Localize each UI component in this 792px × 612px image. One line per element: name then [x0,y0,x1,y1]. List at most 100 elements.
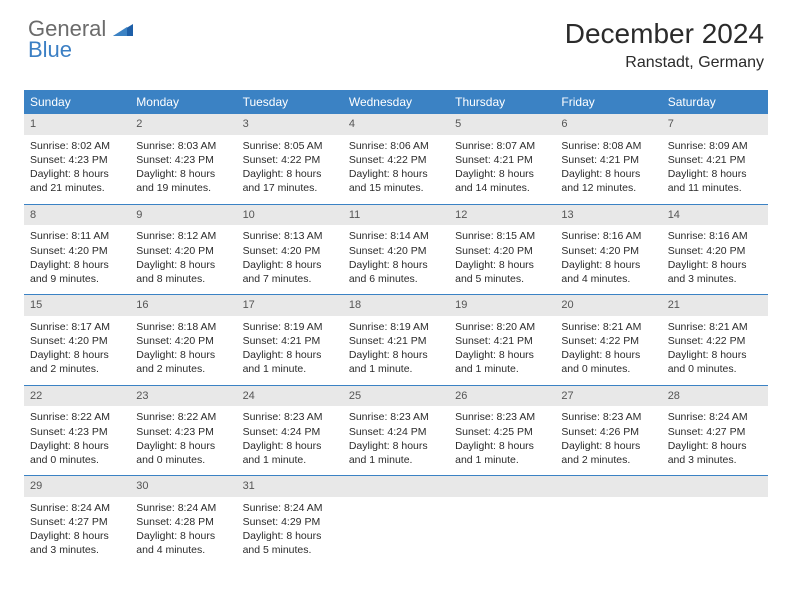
day-number: 19 [449,295,555,316]
day-number: 24 [237,386,343,407]
daylight-text: Daylight: 8 hours and 12 minutes. [561,167,655,195]
daylight-text: Daylight: 8 hours and 1 minute. [455,439,549,467]
sunset-text: Sunset: 4:21 PM [561,153,655,167]
sunrise-text: Sunrise: 8:22 AM [136,410,230,424]
day-number: 11 [343,205,449,226]
sunset-text: Sunset: 4:20 PM [30,244,124,258]
sunset-text: Sunset: 4:23 PM [30,425,124,439]
sunrise-text: Sunrise: 8:20 AM [455,320,549,334]
sunset-text: Sunset: 4:22 PM [561,334,655,348]
day-body: Sunrise: 8:11 AMSunset: 4:20 PMDaylight:… [24,225,130,294]
day-body: Sunrise: 8:19 AMSunset: 4:21 PMDaylight:… [237,316,343,385]
logo: General Blue [28,18,133,61]
sunrise-text: Sunrise: 8:13 AM [243,229,337,243]
calendar-day-cell: 8Sunrise: 8:11 AMSunset: 4:20 PMDaylight… [24,204,130,295]
sunrise-text: Sunrise: 8:24 AM [668,410,762,424]
sunset-text: Sunset: 4:21 PM [243,334,337,348]
daylight-text: Daylight: 8 hours and 5 minutes. [455,258,549,286]
calendar-day-cell: 5Sunrise: 8:07 AMSunset: 4:21 PMDaylight… [449,114,555,204]
calendar-day-cell: 10Sunrise: 8:13 AMSunset: 4:20 PMDayligh… [237,204,343,295]
day-body: Sunrise: 8:12 AMSunset: 4:20 PMDaylight:… [130,225,236,294]
sunset-text: Sunset: 4:29 PM [243,515,337,529]
daylight-text: Daylight: 8 hours and 15 minutes. [349,167,443,195]
weekday-header: Sunday [24,90,130,114]
day-body: Sunrise: 8:22 AMSunset: 4:23 PMDaylight:… [130,406,236,475]
calendar-day-cell: 29Sunrise: 8:24 AMSunset: 4:27 PMDayligh… [24,476,130,566]
title-month: December 2024 [565,18,764,50]
day-number: 13 [555,205,661,226]
sunset-text: Sunset: 4:20 PM [243,244,337,258]
sunrise-text: Sunrise: 8:15 AM [455,229,549,243]
day-body: Sunrise: 8:23 AMSunset: 4:26 PMDaylight:… [555,406,661,475]
sunrise-text: Sunrise: 8:24 AM [30,501,124,515]
logo-triangle-icon [113,23,133,40]
sunset-text: Sunset: 4:22 PM [668,334,762,348]
sunrise-text: Sunrise: 8:18 AM [136,320,230,334]
weekday-header: Saturday [662,90,768,114]
day-body: Sunrise: 8:15 AMSunset: 4:20 PMDaylight:… [449,225,555,294]
sunset-text: Sunset: 4:23 PM [136,425,230,439]
logo-text-block: General Blue [28,18,133,61]
day-body: Sunrise: 8:09 AMSunset: 4:21 PMDaylight:… [662,135,768,204]
calendar-day-cell: 9Sunrise: 8:12 AMSunset: 4:20 PMDaylight… [130,204,236,295]
weekday-header-row: SundayMondayTuesdayWednesdayThursdayFrid… [24,90,768,114]
day-body: Sunrise: 8:05 AMSunset: 4:22 PMDaylight:… [237,135,343,204]
day-number: 4 [343,114,449,135]
calendar-day-cell: 18Sunrise: 8:19 AMSunset: 4:21 PMDayligh… [343,295,449,386]
day-number: 9 [130,205,236,226]
daylight-text: Daylight: 8 hours and 7 minutes. [243,258,337,286]
weekday-header: Tuesday [237,90,343,114]
daylight-text: Daylight: 8 hours and 4 minutes. [561,258,655,286]
calendar-day-cell: 13Sunrise: 8:16 AMSunset: 4:20 PMDayligh… [555,204,661,295]
calendar-day-cell: 22Sunrise: 8:22 AMSunset: 4:23 PMDayligh… [24,385,130,476]
day-body-empty [555,497,661,547]
day-number-empty [662,476,768,497]
calendar-day-cell [343,476,449,566]
weekday-header: Friday [555,90,661,114]
day-body: Sunrise: 8:08 AMSunset: 4:21 PMDaylight:… [555,135,661,204]
sunrise-text: Sunrise: 8:08 AM [561,139,655,153]
day-body: Sunrise: 8:07 AMSunset: 4:21 PMDaylight:… [449,135,555,204]
sunset-text: Sunset: 4:20 PM [349,244,443,258]
sunset-text: Sunset: 4:20 PM [668,244,762,258]
day-number: 18 [343,295,449,316]
day-body: Sunrise: 8:24 AMSunset: 4:27 PMDaylight:… [662,406,768,475]
day-number: 26 [449,386,555,407]
sunrise-text: Sunrise: 8:21 AM [561,320,655,334]
calendar-day-cell: 1Sunrise: 8:02 AMSunset: 4:23 PMDaylight… [24,114,130,204]
sunset-text: Sunset: 4:27 PM [668,425,762,439]
daylight-text: Daylight: 8 hours and 3 minutes. [668,439,762,467]
sunrise-text: Sunrise: 8:23 AM [243,410,337,424]
day-body: Sunrise: 8:03 AMSunset: 4:23 PMDaylight:… [130,135,236,204]
sunrise-text: Sunrise: 8:12 AM [136,229,230,243]
daylight-text: Daylight: 8 hours and 9 minutes. [30,258,124,286]
sunrise-text: Sunrise: 8:23 AM [561,410,655,424]
calendar-day-cell: 2Sunrise: 8:03 AMSunset: 4:23 PMDaylight… [130,114,236,204]
day-number: 29 [24,476,130,497]
sunset-text: Sunset: 4:25 PM [455,425,549,439]
day-number-empty [449,476,555,497]
sunset-text: Sunset: 4:22 PM [349,153,443,167]
day-number-empty [555,476,661,497]
daylight-text: Daylight: 8 hours and 1 minute. [349,439,443,467]
day-number: 17 [237,295,343,316]
calendar-day-cell: 21Sunrise: 8:21 AMSunset: 4:22 PMDayligh… [662,295,768,386]
sunrise-text: Sunrise: 8:03 AM [136,139,230,153]
weekday-header: Thursday [449,90,555,114]
sunrise-text: Sunrise: 8:19 AM [243,320,337,334]
daylight-text: Daylight: 8 hours and 8 minutes. [136,258,230,286]
daylight-text: Daylight: 8 hours and 0 minutes. [668,348,762,376]
daylight-text: Daylight: 8 hours and 2 minutes. [136,348,230,376]
day-body-empty [662,497,768,547]
daylight-text: Daylight: 8 hours and 1 minute. [243,348,337,376]
day-body: Sunrise: 8:23 AMSunset: 4:24 PMDaylight:… [343,406,449,475]
sunrise-text: Sunrise: 8:23 AM [349,410,443,424]
day-body-empty [449,497,555,547]
daylight-text: Daylight: 8 hours and 14 minutes. [455,167,549,195]
calendar-day-cell: 25Sunrise: 8:23 AMSunset: 4:24 PMDayligh… [343,385,449,476]
day-body: Sunrise: 8:21 AMSunset: 4:22 PMDaylight:… [555,316,661,385]
daylight-text: Daylight: 8 hours and 11 minutes. [668,167,762,195]
day-number: 15 [24,295,130,316]
daylight-text: Daylight: 8 hours and 2 minutes. [561,439,655,467]
calendar-day-cell: 20Sunrise: 8:21 AMSunset: 4:22 PMDayligh… [555,295,661,386]
